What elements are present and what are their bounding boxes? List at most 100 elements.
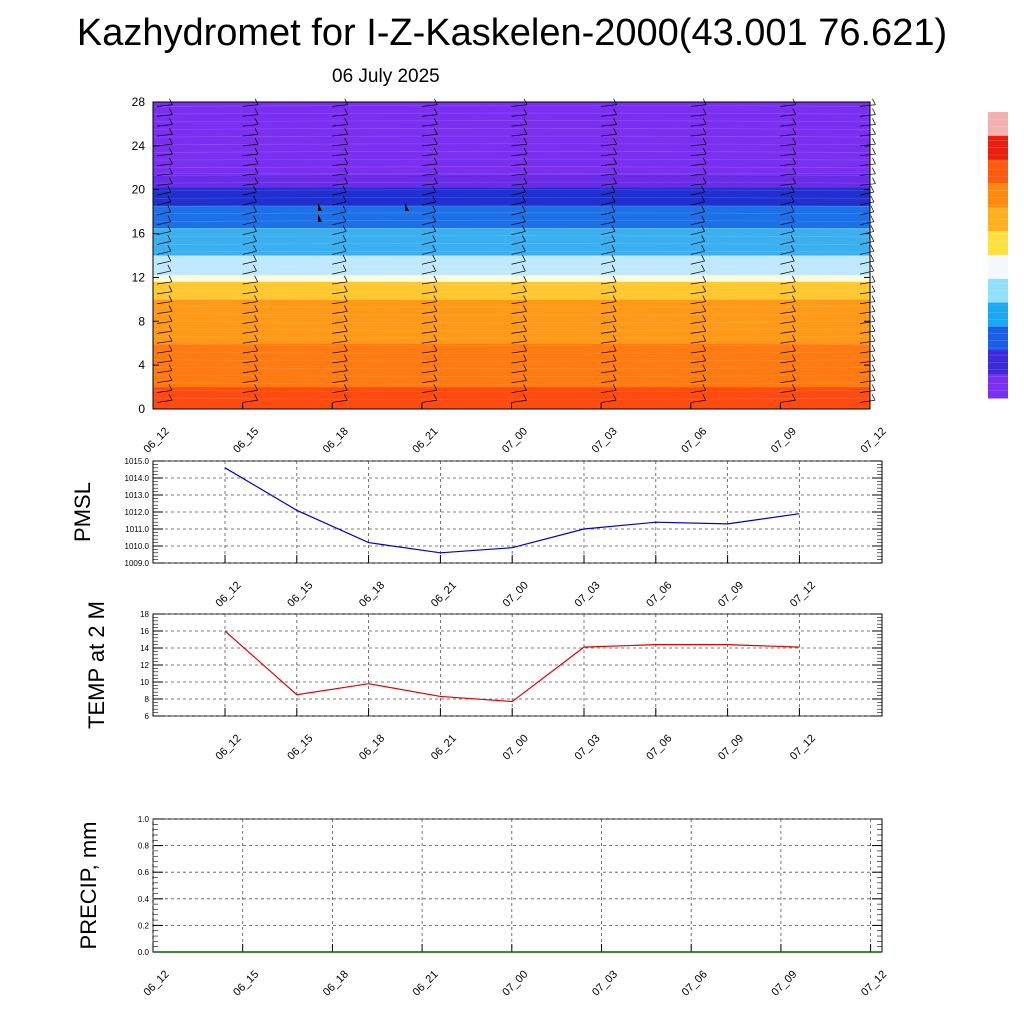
wind-barb-flag — [168, 384, 173, 391]
wind-barb-flag — [702, 295, 707, 302]
wind-barb-flag — [702, 177, 707, 184]
wind-barb-flag — [169, 167, 173, 174]
wind-barb — [332, 281, 348, 285]
wind-barb-flag — [702, 128, 707, 135]
wind-barb — [242, 173, 259, 176]
profile-band — [153, 281, 870, 300]
wind-barb — [690, 231, 705, 236]
pmsl-xtick-label: 07_06 — [644, 579, 674, 609]
wind-barb — [156, 163, 173, 166]
wind-barb — [690, 153, 707, 157]
wind-barb — [690, 260, 705, 265]
wind-barb-flag — [872, 138, 876, 145]
wind-barb — [601, 104, 617, 107]
wind-barb — [780, 211, 795, 216]
wind-barb — [332, 360, 348, 364]
wind-barb-flag — [792, 364, 796, 371]
profile-xtick-label: 07_06 — [679, 425, 709, 455]
wind-barb — [332, 350, 348, 354]
wind-barb — [601, 370, 617, 374]
wind-barb-flag — [254, 394, 258, 401]
wind-barb-flag — [168, 315, 173, 322]
wind-barb — [690, 104, 707, 107]
wind-barb-flag — [253, 205, 257, 212]
wind-barb-flag — [792, 315, 796, 322]
wind-barb-flag — [523, 167, 528, 174]
profile-band — [153, 228, 870, 256]
profile-contour — [152, 297, 871, 301]
wind-barb — [242, 320, 258, 324]
wind-barb — [511, 311, 527, 314]
wind-barb — [332, 311, 348, 314]
temp-panel: 6 8 10 12 14 16 18 06_12 06_15 06_18 06_21 07_00 07_… — [84, 601, 883, 763]
wind-barb — [859, 270, 874, 275]
wind-barb — [511, 183, 527, 186]
wind-barb — [859, 301, 876, 305]
wind-barb — [511, 350, 527, 354]
temp-xtick-label: 06_15 — [285, 732, 315, 762]
wind-barb — [332, 163, 348, 166]
wind-barb-flag — [792, 374, 796, 381]
wind-barb — [242, 124, 259, 127]
wind-barb-flag — [343, 334, 348, 342]
colorbar-segment — [988, 350, 1008, 375]
profile-contour — [152, 351, 871, 354]
wind-barb — [780, 114, 796, 117]
wind-barb-flag — [434, 138, 438, 145]
wind-barb — [690, 320, 706, 324]
wind-barb-flag — [523, 295, 527, 302]
wind-barb-flag — [701, 245, 705, 252]
wind-barb — [601, 183, 617, 186]
wind-barb-flag — [611, 264, 616, 272]
wind-barb — [156, 201, 171, 206]
wind-barb — [780, 370, 796, 374]
wind-barb-flag — [871, 374, 876, 381]
temp-xtick-label: 06_21 — [429, 732, 459, 762]
wind-barb — [780, 133, 796, 137]
wind-barb — [332, 380, 348, 384]
wind-barb — [242, 301, 258, 305]
wind-barb — [332, 133, 348, 137]
precip-xtick-label: 07_06 — [680, 968, 710, 998]
wind-barb-flag — [169, 108, 173, 115]
wind-barb-flag — [433, 275, 438, 282]
precip-ytick-label: 0.4 — [138, 895, 150, 904]
wind-barb-flag — [343, 364, 348, 371]
pmsl-ytick-label: 1015.0 — [125, 457, 150, 466]
wind-barb — [780, 143, 796, 147]
wind-barb — [421, 350, 437, 354]
wind-barb-flag — [167, 205, 172, 212]
wind-barb — [421, 183, 438, 186]
wind-barb-flag — [522, 215, 526, 222]
wind-barb — [511, 153, 527, 157]
wind-barb-flag — [168, 354, 173, 361]
wind-barb-flag — [613, 177, 617, 184]
wind-barb-flag — [871, 295, 876, 302]
wind-barb-flag — [790, 185, 795, 193]
wind-barb — [780, 104, 796, 107]
wind-barb-flag — [701, 195, 705, 203]
wind-barb — [332, 250, 347, 255]
wind-barb — [156, 124, 173, 127]
wind-barb-flag — [433, 364, 438, 371]
wind-barb-flag — [523, 128, 528, 135]
profile-ytick-label: 12 — [132, 270, 146, 284]
wind-barb-flag — [168, 305, 173, 312]
wind-barb-flag — [792, 157, 797, 165]
wind-barb — [332, 114, 348, 117]
wind-barb-flag — [871, 325, 876, 332]
wind-barb-flag — [254, 354, 258, 361]
wind-barb-flag — [702, 108, 707, 115]
wind-barb-flag — [432, 185, 437, 193]
wind-barb-flag — [702, 167, 707, 174]
wind-barb — [156, 221, 171, 226]
wind-barb-flag — [613, 128, 617, 135]
wind-barb-flag — [168, 344, 173, 352]
temp-ytick-label: 12 — [140, 661, 149, 670]
wind-barb — [242, 221, 257, 226]
wind-barb-flag — [344, 118, 349, 125]
wind-barb-flag — [432, 205, 437, 212]
profile-contour — [152, 397, 871, 400]
profile-contour — [152, 166, 871, 169]
wind-barb — [859, 240, 874, 245]
